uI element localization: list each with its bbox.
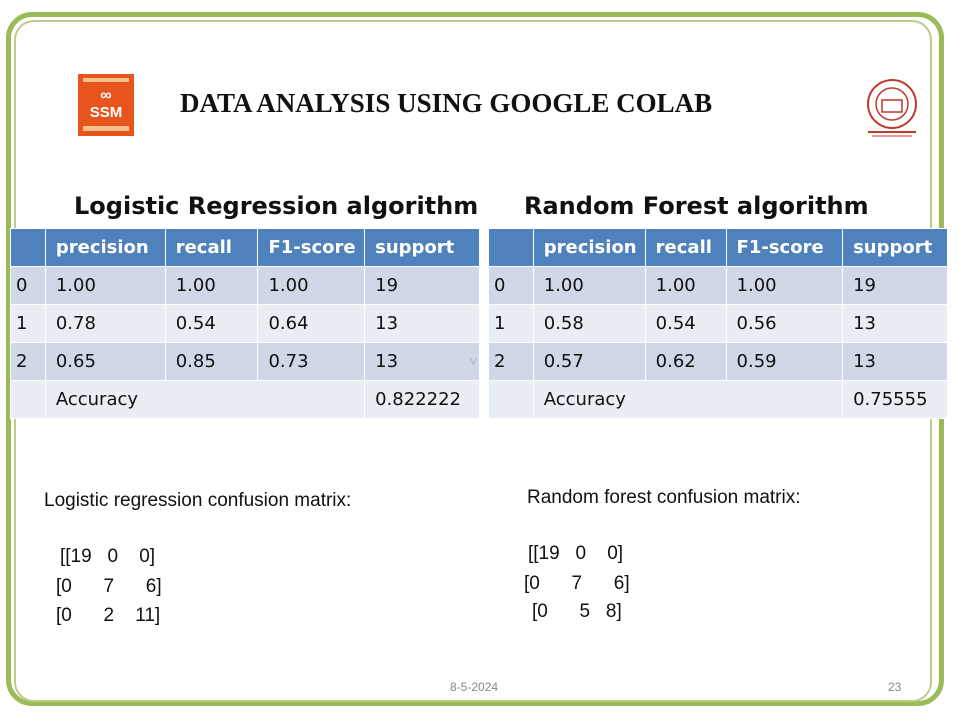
ssm-logo-text: SSM [89, 104, 123, 121]
rf-confusion-row: [[19 0 0] [528, 543, 624, 564]
ssm-logo: ∞ SSM [78, 74, 134, 136]
accuracy-label: Accuracy [44, 380, 366, 419]
table-cell: 1.00 [725, 266, 844, 305]
rf-confusion-row: [0 7 6] [524, 573, 630, 594]
table-cell: 1.00 [164, 266, 259, 305]
slide-page-number: 23 [888, 680, 902, 694]
table-row: 2 0.57 0.62 0.59 13 [488, 342, 948, 381]
table-cell [10, 380, 46, 419]
lr-confusion-title: Logistic regression confusion matrix: [44, 490, 352, 511]
stray-mark: v [470, 352, 477, 368]
header-cell: support [364, 228, 480, 267]
accuracy-value: 0.822222 [364, 380, 480, 419]
table-row: 1 0.78 0.54 0.64 13 [10, 304, 480, 343]
lr-confusion-row: [0 2 11] [56, 605, 161, 626]
table-cell: 0.58 [532, 304, 646, 343]
table-cell: 1.00 [532, 266, 646, 305]
lr-metrics-table: precision recall F1-score support 0 1.00… [10, 228, 480, 419]
table-cell: 19 [364, 266, 480, 305]
table-cell [488, 380, 534, 419]
table-cell: 0.73 [257, 342, 366, 381]
table-cell: 13 [842, 342, 948, 381]
table-cell: 0 [10, 266, 46, 305]
slide-date: 8-5-2024 [450, 680, 499, 694]
table-cell: 0.56 [725, 304, 844, 343]
table-header-row: precision recall F1-score support [10, 228, 480, 267]
table-cell: 0.54 [164, 304, 259, 343]
header-cell: recall [164, 228, 259, 267]
logo-top-band [83, 78, 129, 82]
infinity-icon: ∞ [100, 87, 112, 104]
rf-confusion-row: [0 5 8] [532, 601, 622, 622]
header-cell [10, 228, 46, 267]
table-cell: 0 [488, 266, 534, 305]
header-cell [488, 228, 534, 267]
table-row: 0 1.00 1.00 1.00 19 [488, 266, 948, 305]
rf-table-heading: Random Forest algorithm [524, 192, 869, 220]
table-cell: 1 [10, 304, 46, 343]
table-cell: 2 [10, 342, 46, 381]
logo-bottom-band [83, 126, 129, 131]
table-header-row: precision recall F1-score support [488, 228, 948, 267]
table-cell: 0.78 [44, 304, 166, 343]
table-cell: 19 [842, 266, 948, 305]
table-cell: 0.62 [644, 342, 727, 381]
table-cell: 0.64 [257, 304, 366, 343]
table-cell: 1.00 [644, 266, 727, 305]
accuracy-value: 0.75555 [842, 380, 948, 419]
table-cell: 13 [364, 342, 480, 381]
table-cell: 0.54 [644, 304, 727, 343]
table-row: 1 0.58 0.54 0.56 13 [488, 304, 948, 343]
rf-confusion-title: Random forest confusion matrix: [527, 487, 801, 508]
table-cell: 1.00 [44, 266, 166, 305]
table-cell: 0.85 [164, 342, 259, 381]
table-row: 0 1.00 1.00 1.00 19 [10, 266, 480, 305]
accuracy-label: Accuracy [532, 380, 844, 419]
lr-confusion-row: [[19 0 0] [60, 546, 156, 567]
table-cell: 0.59 [725, 342, 844, 381]
header-cell: support [842, 228, 948, 267]
slide-title: DATA ANALYSIS USING GOOGLE COLAB [180, 88, 713, 118]
table-cell: 0.65 [44, 342, 166, 381]
accuracy-row: Accuracy 0.822222 [10, 380, 480, 419]
header-cell: recall [644, 228, 727, 267]
lr-confusion-row: [0 7 6] [56, 576, 162, 597]
table-cell: 13 [364, 304, 480, 343]
accuracy-row: Accuracy 0.75555 [488, 380, 948, 419]
header-cell: precision [532, 228, 646, 267]
table-cell: 2 [488, 342, 534, 381]
table-cell: 0.57 [532, 342, 646, 381]
lr-table-heading: Logistic Regression algorithm [74, 192, 479, 220]
rf-metrics-table: precision recall F1-score support 0 1.00… [488, 228, 948, 419]
table-cell: 13 [842, 304, 948, 343]
table-cell: 1.00 [257, 266, 366, 305]
header-cell: precision [44, 228, 166, 267]
header-cell: F1-score [725, 228, 844, 267]
institute-emblem-icon [867, 79, 917, 137]
table-cell: 1 [488, 304, 534, 343]
header-cell: F1-score [257, 228, 366, 267]
table-row: 2 0.65 0.85 0.73 13 [10, 342, 480, 381]
